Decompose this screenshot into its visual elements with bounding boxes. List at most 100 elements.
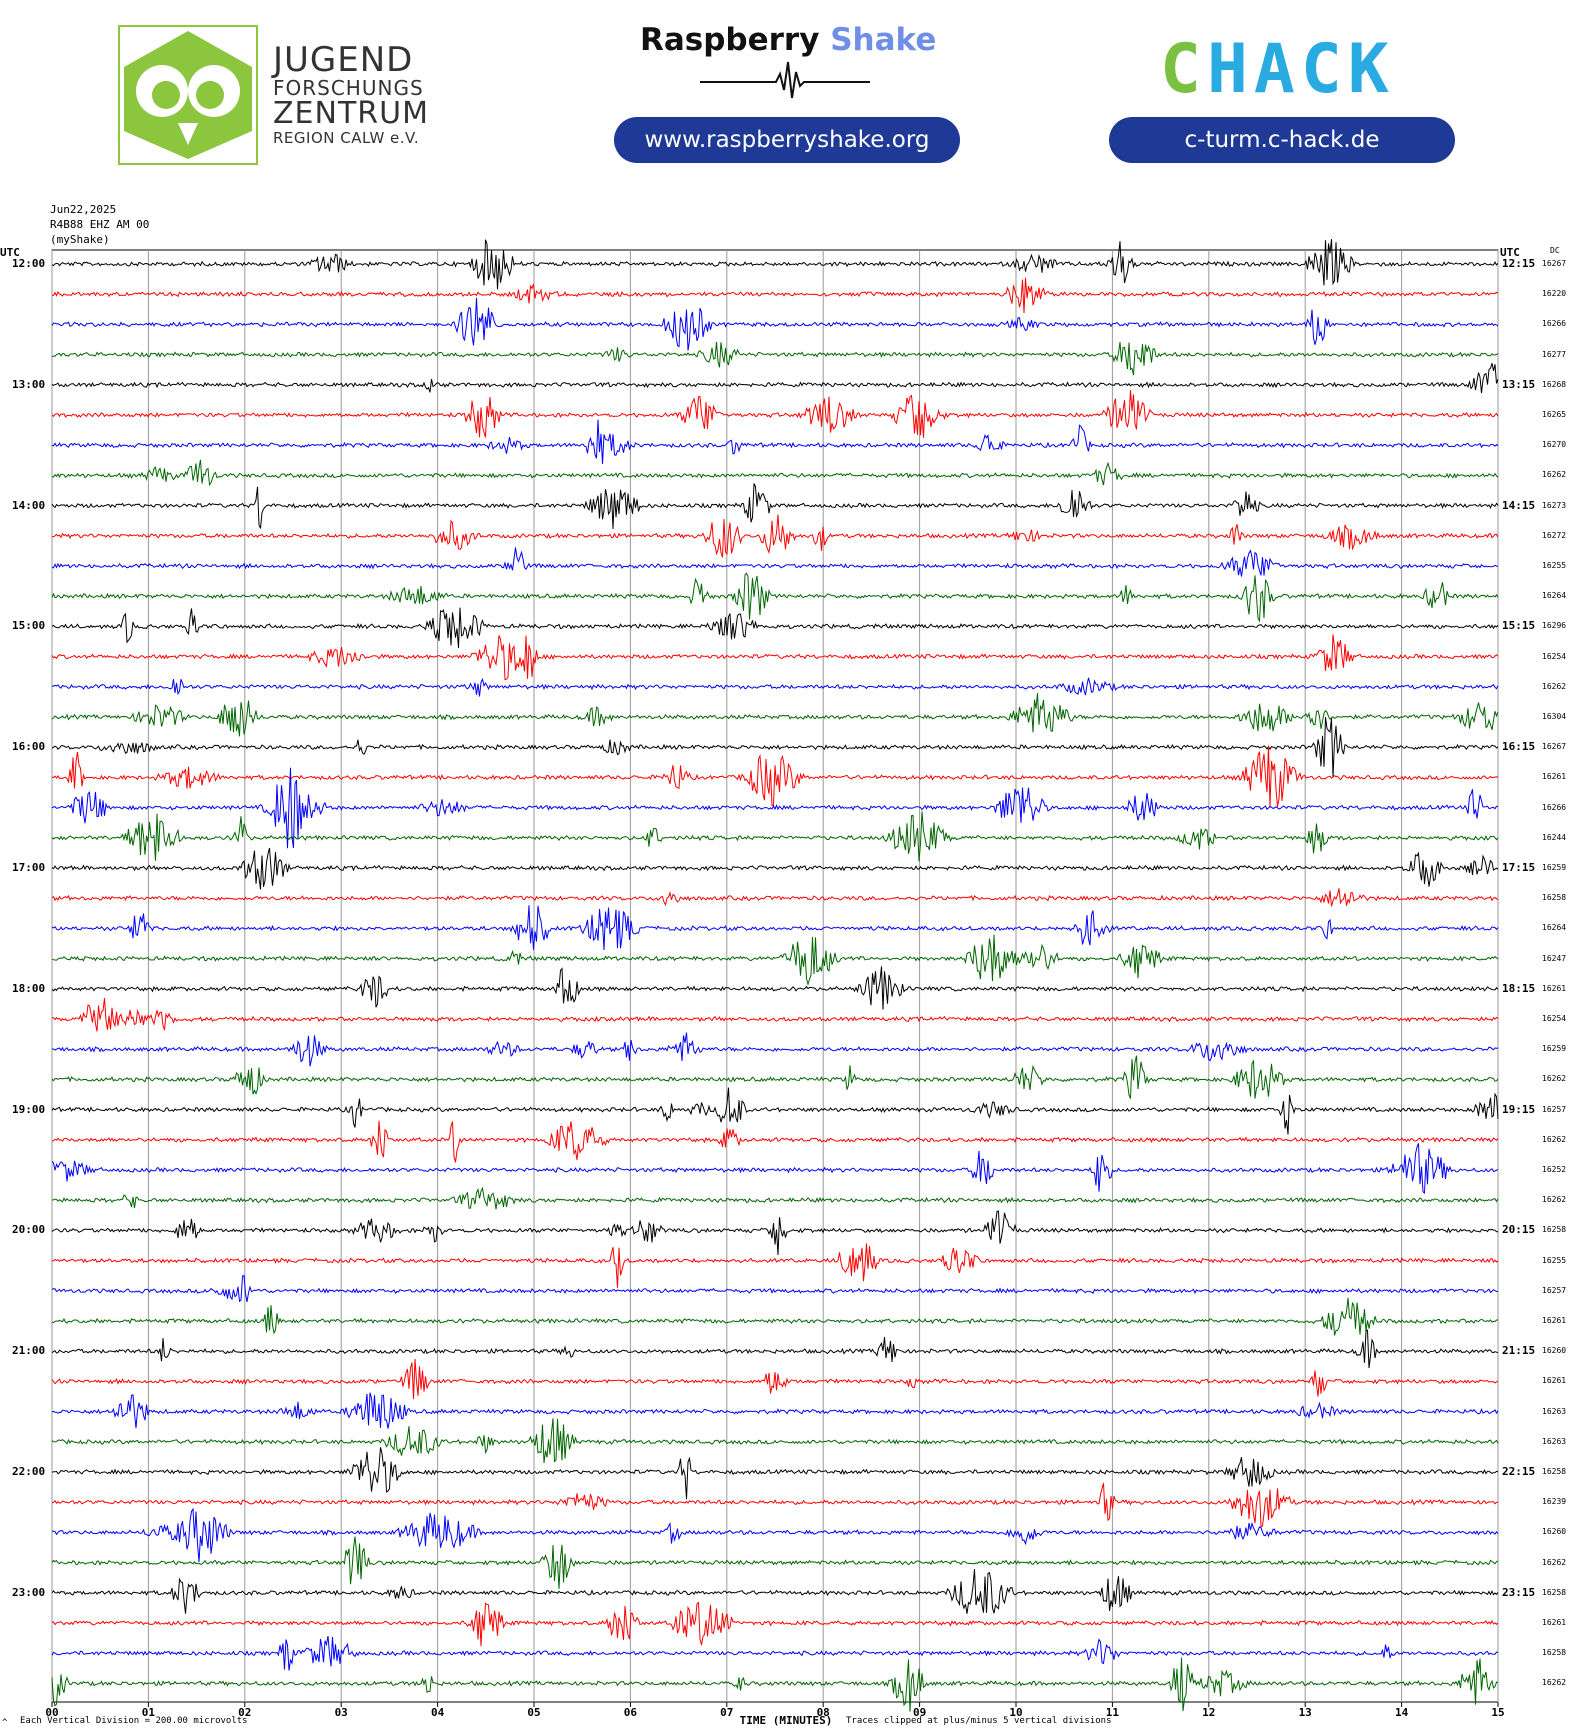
x-tick-label-09: 09 (912, 1706, 927, 1719)
dc-value-11: 16264 (1542, 591, 1567, 601)
dc-value-20: 16259 (1542, 863, 1567, 872)
trace-line-19 (51, 811, 1499, 862)
dc-value-19: 16244 (1542, 832, 1567, 842)
chack-letter-k: K (1347, 30, 1395, 109)
jfz-logo: JUGEND FORSCHUNGS ZENTRUM REGION CALW e.… (118, 25, 428, 165)
trace-line-31 (51, 1186, 1499, 1210)
trace-line-37 (51, 1358, 1499, 1400)
raspberryshake-url[interactable]: www.raspberryshake.org (614, 117, 960, 163)
dc-value-6: 16270 (1542, 440, 1567, 450)
trace-line-38 (51, 1392, 1499, 1429)
trace-line-6 (51, 419, 1499, 464)
trace-line-26 (52, 1032, 1499, 1067)
trace-line-44 (51, 1568, 1499, 1614)
trace-line-11 (51, 572, 1499, 623)
trace-line-10 (51, 547, 1499, 577)
trace-line-20 (51, 847, 1499, 890)
trace-line-24 (51, 966, 1499, 1010)
jfz-line1: JUGEND (273, 40, 414, 80)
dc-value-30: 16252 (1542, 1165, 1567, 1174)
x-tick-label-02: 02 (238, 1706, 252, 1719)
owl-logo-icon (118, 25, 258, 165)
dc-value-1: 16220 (1542, 289, 1567, 299)
chack-letter-h: H (1206, 30, 1254, 109)
dc-value-27: 16262 (1542, 1074, 1567, 1084)
dc-value-32: 16258 (1542, 1225, 1567, 1235)
trace-line-45 (51, 1601, 1499, 1647)
trace-line-32 (51, 1210, 1499, 1256)
trace-line-9 (51, 514, 1499, 558)
right-hour-label-5: 17:15 (1502, 861, 1536, 874)
trace-line-12 (51, 607, 1499, 648)
dc-value-37: 16261 (1542, 1376, 1567, 1386)
left-hour-label-6: 18:00 (12, 981, 46, 995)
trace-line-21 (51, 888, 1499, 907)
dc-value-10: 16255 (1542, 561, 1567, 570)
trace-line-23 (51, 934, 1499, 986)
meta-date: Jun22,2025 (50, 203, 117, 216)
dc-value-25: 16254 (1542, 1014, 1567, 1023)
left-hour-label-5: 17:00 (12, 861, 46, 874)
trace-line-42 (52, 1507, 1499, 1563)
x-tick-label-14: 14 (1394, 1706, 1409, 1719)
vertical-division-note: Each Vertical Division = 200.00 microvol… (20, 1716, 248, 1726)
right-hour-label-1: 13:15 (1502, 377, 1536, 391)
x-tick-label-10: 10 (1009, 1706, 1023, 1719)
dc-value-41: 16239 (1542, 1497, 1567, 1507)
x-tick-label-05: 05 (527, 1706, 541, 1719)
dc-value-22: 16264 (1542, 923, 1567, 933)
header: JUGEND FORSCHUNGS ZENTRUM REGION CALW e.… (0, 0, 1570, 180)
dc-value-17: 16261 (1542, 772, 1567, 782)
left-hour-label-11: 23:00 (12, 1585, 46, 1599)
trace-line-27 (51, 1055, 1499, 1099)
x-tick-label-11: 11 (1105, 1706, 1120, 1719)
chack-url[interactable]: c-turm.c-hack.de (1109, 117, 1455, 163)
clip-note: Traces clipped at plus/minus 5 vertical … (846, 1716, 1112, 1726)
trace-line-5 (51, 390, 1499, 438)
right-hour-label-10: 22:15 (1502, 1465, 1536, 1478)
trace-line-33 (51, 1243, 1499, 1288)
dc-value-36: 16260 (1542, 1346, 1567, 1356)
seismo-wave-icon (700, 61, 870, 99)
left-hour-label-1: 13:00 (12, 377, 46, 391)
chack-letter-a: A (1253, 30, 1301, 109)
trace-line-30 (51, 1143, 1499, 1194)
x-tick-label-06: 06 (623, 1706, 638, 1719)
x-tick-label-01: 01 (141, 1706, 156, 1719)
left-axis-label: UTC (0, 246, 20, 259)
corner-mark: ^ (2, 1718, 8, 1728)
left-hour-label-10: 22:00 (12, 1465, 46, 1478)
dc-value-39: 16263 (1542, 1436, 1567, 1446)
trace-line-25 (51, 998, 1499, 1032)
right-hour-label-7: 19:15 (1502, 1102, 1536, 1116)
x-tick-label-15: 15 (1491, 1706, 1505, 1719)
dc-value-7: 16262 (1542, 470, 1567, 480)
dc-value-4: 16268 (1542, 379, 1567, 389)
trace-line-41 (51, 1482, 1499, 1528)
chack-letter-c2: C (1300, 30, 1348, 109)
x-tick-label-13: 13 (1298, 1706, 1312, 1719)
jfz-line4: REGION CALW e.V. (273, 129, 420, 147)
trace-line-39 (51, 1418, 1499, 1464)
trace-line-22 (51, 905, 1499, 951)
rs-title-part1: Raspberry (640, 22, 820, 58)
dc-value-5: 16265 (1542, 410, 1567, 419)
dc-value-28: 16257 (1542, 1104, 1567, 1114)
trace-line-2 (51, 297, 1499, 351)
plot-frame (51, 249, 1499, 1703)
trace-line-29 (51, 1120, 1499, 1163)
trace-line-46 (51, 1635, 1499, 1671)
dc-value-45: 16261 (1542, 1618, 1567, 1627)
x-axis-title: TIME (MINUTES) (739, 1714, 833, 1727)
trace-line-47 (51, 1657, 1499, 1712)
raspberry-shake-title: Raspberry Shake (640, 22, 936, 58)
left-hour-label-3: 15:00 (12, 619, 46, 633)
x-tick-label-07: 07 (720, 1706, 734, 1719)
dc-value-15: 16304 (1542, 712, 1567, 721)
right-hour-label-6: 18:15 (1502, 981, 1536, 995)
left-hour-label-0: 12:00 (12, 257, 46, 270)
meta-station: R4B88 EHZ AM 00 (50, 218, 150, 231)
trace-line-17 (51, 745, 1499, 808)
meta-source: (myShake) (50, 233, 110, 246)
